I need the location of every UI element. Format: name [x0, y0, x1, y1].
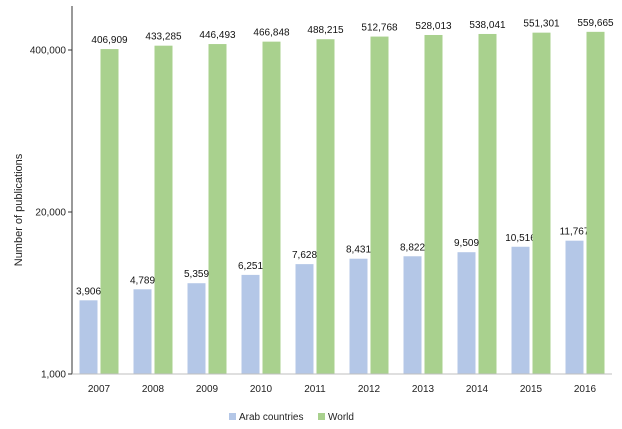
data-label: 9,509: [454, 238, 479, 249]
data-label: 406,909: [91, 35, 128, 46]
x-tick-label: 2016: [574, 384, 597, 395]
bar-arab-countries-2012: [349, 258, 368, 374]
data-label: 466,848: [253, 28, 290, 39]
x-tick-label: 2008: [142, 384, 165, 395]
y-tick-label: 20,000: [35, 208, 66, 219]
data-label: 8,822: [400, 242, 425, 253]
bar-world-2008: [154, 45, 173, 375]
y-tick-label: 400,000: [30, 46, 67, 57]
bar-world-2010: [262, 41, 281, 374]
data-label: 488,215: [307, 25, 344, 36]
x-tick-label: 2007: [88, 384, 111, 395]
legend-swatch: [229, 413, 236, 420]
data-label: 559,665: [577, 18, 614, 29]
data-label: 5,359: [184, 269, 209, 280]
data-label: 512,768: [361, 23, 398, 34]
data-label: 538,041: [469, 20, 506, 31]
bar-world-2015: [532, 32, 551, 374]
data-label: 433,285: [145, 32, 182, 43]
data-label: 7,628: [292, 250, 317, 261]
y-axis-label: Number of publications: [13, 153, 25, 266]
bar-arab-countries-2010: [241, 274, 260, 374]
bar-arab-countries-2013: [403, 256, 422, 374]
x-tick-label: 2011: [304, 384, 326, 395]
bar-world-2011: [316, 39, 335, 375]
y-tick-label: 1,000: [41, 370, 66, 381]
bar-arab-countries-2007: [79, 300, 98, 374]
bar-arab-countries-2008: [133, 289, 152, 374]
legend-label: World: [328, 412, 354, 423]
bar-world-2007: [100, 49, 119, 374]
data-label: 4,789: [130, 275, 155, 286]
bar-arab-countries-2015: [511, 246, 530, 374]
data-label: 6,251: [238, 261, 263, 272]
x-tick-label: 2010: [250, 384, 273, 395]
bar-arab-countries-2009: [187, 283, 206, 374]
data-label: 446,493: [199, 30, 236, 41]
x-tick-label: 2015: [520, 384, 543, 395]
bar-world-2009: [208, 44, 227, 375]
legend-swatch: [318, 413, 325, 420]
x-tick-label: 2013: [412, 384, 435, 395]
bar-arab-countries-2011: [295, 264, 314, 374]
data-label: 3,906: [76, 286, 101, 297]
bar-arab-countries-2016: [565, 240, 584, 374]
x-tick-label: 2014: [466, 384, 489, 395]
legend: Arab countries World: [229, 412, 354, 423]
data-label: 10,516: [505, 233, 536, 244]
x-tick-label: 2012: [358, 384, 381, 395]
bar-world-2013: [424, 34, 443, 374]
legend-label: Arab countries: [239, 412, 303, 423]
bar-world-2012: [370, 36, 389, 374]
x-tick-label: 2009: [196, 384, 219, 395]
bar-world-2016: [586, 31, 605, 374]
data-label: 11,767: [560, 227, 590, 238]
bar-world-2014: [478, 33, 497, 374]
bar-arab-countries-2014: [457, 252, 476, 374]
data-label: 528,013: [415, 21, 452, 32]
data-label: 8,431: [346, 245, 371, 256]
data-label: 551,301: [523, 19, 560, 30]
